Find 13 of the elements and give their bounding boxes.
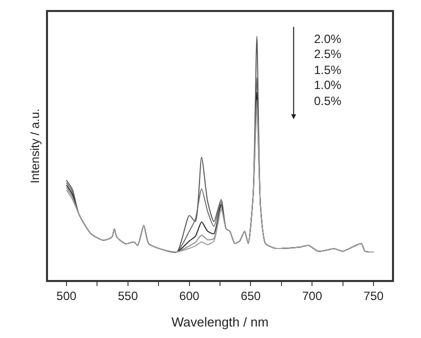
x-tick-label: 550: [118, 289, 138, 304]
annotation: 2.0%: [314, 32, 342, 46]
x-tick-label: 650: [240, 289, 262, 304]
x-tick-label: 750: [364, 289, 384, 304]
x-tick-label: 500: [56, 289, 77, 304]
x-axis-title: Wavelength / nm: [171, 314, 269, 330]
annotation: 0.5%: [314, 94, 342, 108]
y-axis-title: Intensity / a.u.: [28, 108, 42, 184]
annotation: 1.5%: [314, 63, 342, 77]
x-tick-label: 700: [302, 289, 322, 304]
annotation: 2.5%: [314, 47, 342, 61]
x-tick-label: 600: [179, 289, 200, 304]
annotation: 1.0%: [314, 78, 342, 92]
